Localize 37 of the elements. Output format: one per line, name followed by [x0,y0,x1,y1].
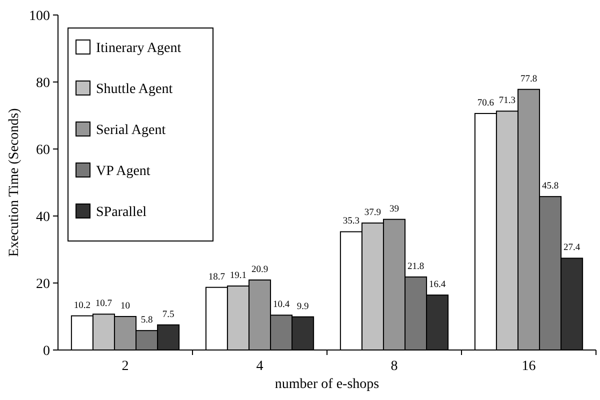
legend-label: VP Agent [96,164,150,179]
y-tick-label: 20 [36,276,50,292]
data-label: 7.5 [162,310,174,320]
data-label: 37.9 [364,208,382,218]
data-label: 9.9 [296,302,309,312]
data-label: 27.4 [563,243,580,254]
y-tick-label: 80 [36,76,50,91]
y-tick-label: 40 [36,210,50,225]
x-tick-label: 2 [122,359,129,374]
data-label: 18.7 [208,272,226,282]
data-label: 35.3 [342,216,360,227]
data-label: 16.4 [428,280,446,290]
data-label: 70.6 [477,98,494,108]
x-axis-title: number of e-shops [274,377,380,392]
y-tick-label: 60 [36,142,50,158]
x-tick-label: 8 [390,359,398,374]
data-label: 10.4 [272,300,290,310]
data-label: 45.8 [542,182,559,192]
data-label: 19.1 [230,271,247,282]
legend-label: Itinerary Agent [96,40,182,56]
legend-label: SParallel [96,204,147,220]
data-label: 10.2 [74,300,91,311]
data-label: 39 [390,204,400,214]
data-label: 77.8 [520,74,538,84]
x-tick-label: 4 [256,359,264,374]
y-axis-title: Execution Time (Seconds) [7,108,22,257]
data-label: 21.8 [407,262,424,272]
data-label: 10.7 [95,299,112,310]
legend-label: Shuttle Agent [96,82,173,97]
y-tick-label: 100 [29,8,50,24]
data-label: 20.9 [251,264,268,275]
x-tick-label: 16 [522,359,536,374]
data-label: 71.3 [498,96,516,106]
y-tick-label: 0 [43,344,50,359]
data-label: 10 [120,302,130,312]
legend-label: Serial Agent [96,122,166,138]
data-label: 5.8 [140,316,153,326]
